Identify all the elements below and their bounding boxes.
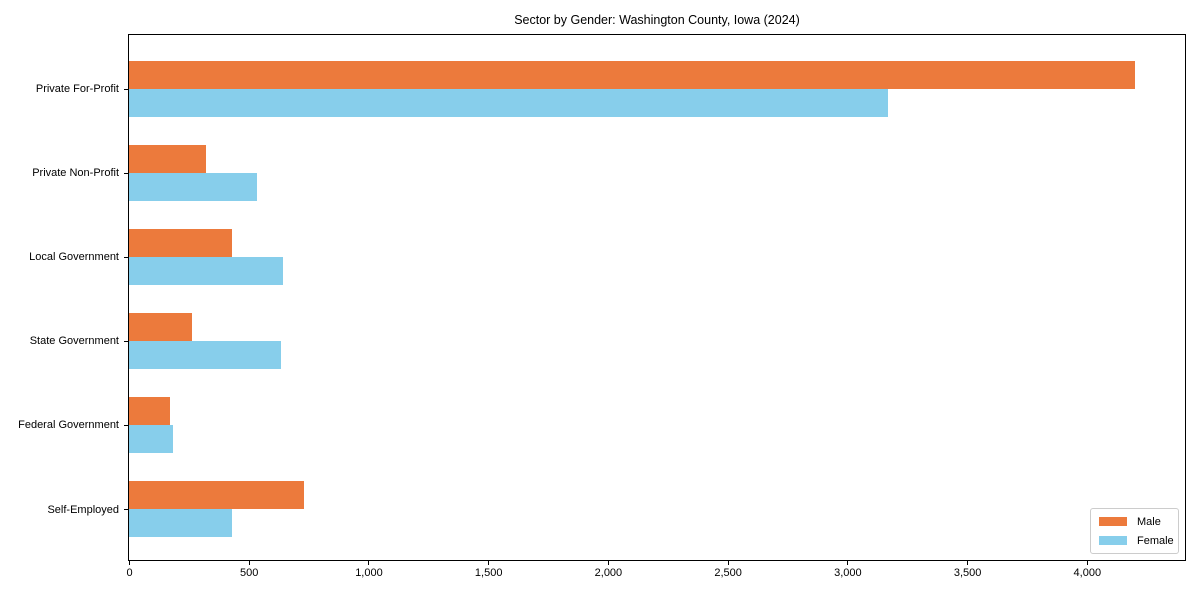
bar-female-local-government [129, 256, 284, 285]
legend-entry-male: Male [1099, 515, 1170, 528]
bar-female-private-non-profit [129, 172, 258, 201]
bar-male-private-for-profit [129, 60, 1135, 89]
x-axis: 0 500 1,000 1,500 2,000 2,500 3,000 3,500 4,000 [126, 561, 1185, 591]
x-tick-mark-1500 [488, 561, 490, 565]
x-tick-mark-2000 [607, 561, 609, 565]
y-tick-label-federal-government: Federal Government [18, 419, 119, 432]
bar-female-federal-government [129, 424, 174, 453]
y-tick-label-private-for-profit: Private For-Profit [35, 83, 119, 95]
y-tick-label-local-government: Local Government [29, 251, 119, 264]
x-tick-mark-4000 [1086, 561, 1088, 565]
female-series-swatch-icon [1099, 536, 1127, 545]
x-tick-label-2500: 2,500 [714, 567, 742, 579]
y-tick-mark-private-non-profit [124, 172, 128, 174]
bar-female-self-employed [129, 509, 232, 537]
x-tick-mark-0 [129, 561, 130, 565]
x-tick-label-3500: 3,500 [953, 567, 982, 579]
y-tick-label-private-non-profit: Private Non-Profit [32, 167, 119, 180]
x-tick-mark-500 [248, 561, 250, 565]
plot-area [128, 34, 1186, 561]
x-tick-mark-2500 [727, 561, 729, 565]
x-tick-mark-1000 [368, 561, 370, 565]
x-tick-label-4000: 4,000 [1073, 567, 1102, 579]
bar-male-state-government [129, 312, 193, 341]
bar-female-private-for-profit [129, 88, 889, 117]
y-tick-mark-federal-government [124, 424, 128, 426]
x-tick-mark-3500 [967, 561, 969, 565]
x-tick-label-3000: 3,000 [834, 567, 862, 579]
male-series-swatch-icon [1099, 517, 1127, 526]
y-tick-mark-state-government [124, 340, 128, 342]
x-tick-label-0: 0 [126, 567, 133, 579]
legend-entry-female: Female [1099, 534, 1174, 547]
legend-label-female: Female [1137, 534, 1174, 547]
bar-male-self-employed [129, 481, 304, 509]
chart-title: Sector by Gender: Washington County, Iow… [514, 13, 800, 27]
x-tick-mark-3000 [847, 561, 849, 565]
y-tick-label-self-employed: Self-Employed [47, 503, 119, 516]
y-tick-mark-self-employed [124, 509, 128, 510]
x-tick-label-2000: 2,000 [594, 567, 623, 579]
x-tick-label-500: 500 [240, 567, 259, 579]
bar-female-state-government [129, 340, 282, 369]
x-tick-label-1000: 1,000 [355, 567, 383, 579]
bar-male-private-non-profit [129, 144, 206, 173]
bar-male-federal-government [129, 396, 170, 425]
y-tick-label-state-government: State Government [29, 335, 119, 348]
x-tick-label-1500: 1,500 [474, 567, 503, 579]
y-tick-mark-local-government [124, 256, 128, 258]
bar-male-local-government [129, 228, 232, 257]
legend: Male Female [1090, 508, 1179, 554]
y-tick-mark-private-for-profit [124, 88, 128, 90]
y-axis: Private For-Profit Private Non-Profit Loca… [0, 35, 128, 560]
legend-label-male: Male [1137, 515, 1161, 528]
